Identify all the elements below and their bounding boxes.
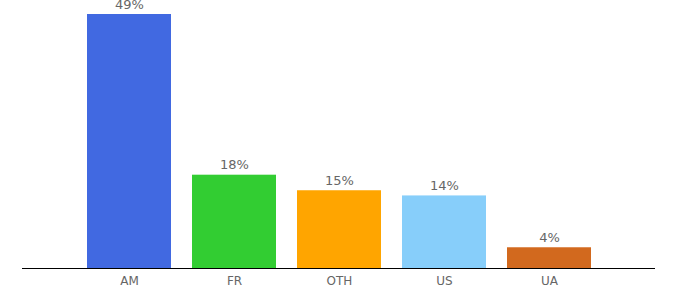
svg-text:FR: FR [227,274,242,288]
svg-text:4%: 4% [539,230,560,245]
svg-text:UA: UA [541,274,559,288]
svg-text:14%: 14% [430,178,459,193]
svg-text:49%: 49% [115,0,144,12]
svg-text:18%: 18% [220,157,249,172]
svg-text:AM: AM [120,274,139,288]
svg-text:15%: 15% [325,173,354,188]
svg-text:US: US [436,274,452,288]
svg-text:OTH: OTH [327,274,353,288]
